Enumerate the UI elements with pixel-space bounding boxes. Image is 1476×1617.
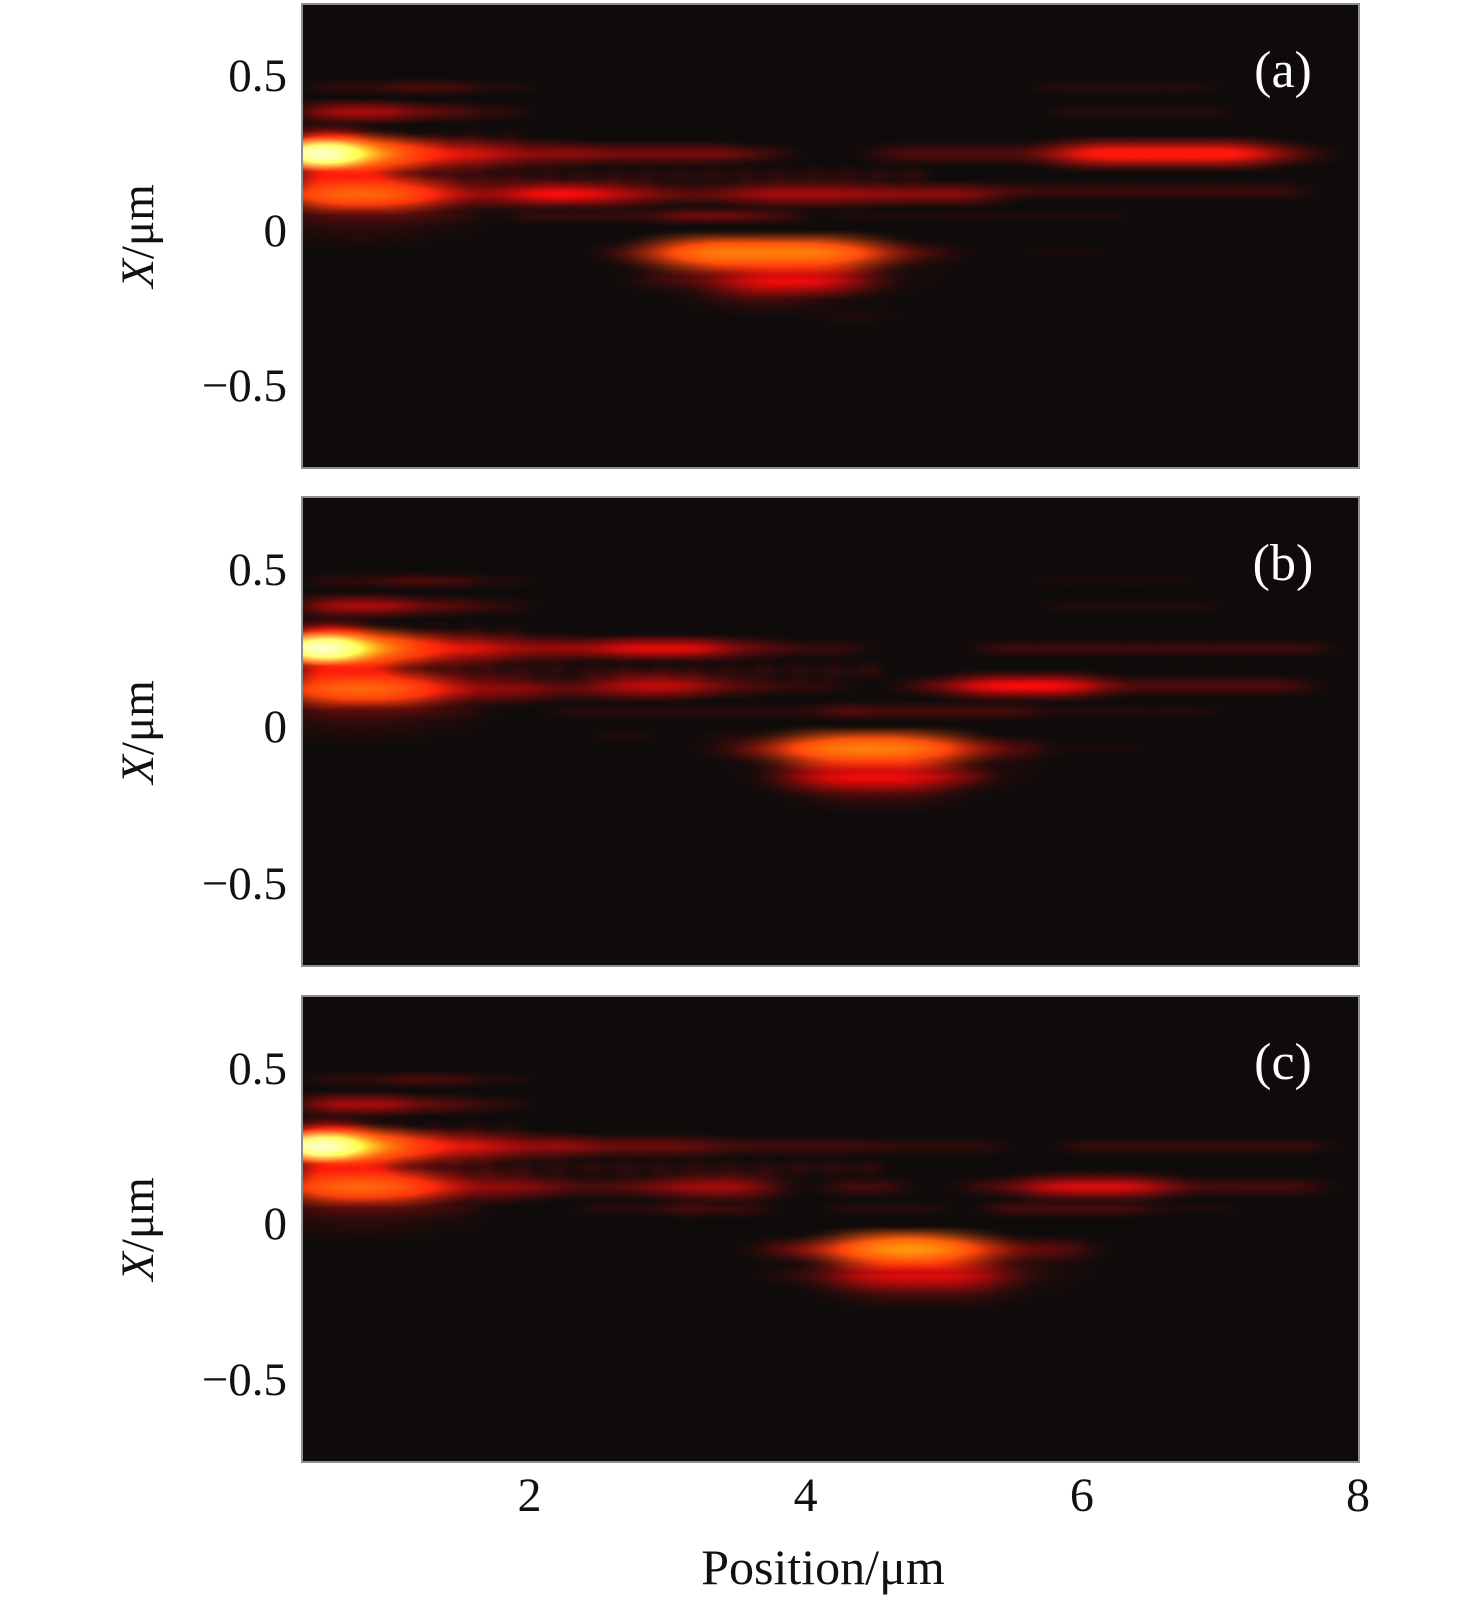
heatmap-panel-c [301,995,1360,1463]
panel-label-c: (c) [1254,1034,1312,1091]
y-tick-label: −0.5 [201,857,287,910]
x-tick-label: 4 [793,1469,818,1522]
heatmap-panel-b [301,496,1360,967]
panel-label-a: (a) [1254,42,1312,99]
y-tick-label: 0.5 [228,544,287,597]
y-axis-units: /μm [112,679,164,755]
y-tick-label: −0.5 [201,360,287,413]
x-axis-label: Position/μm [701,1539,945,1595]
y-axis-symbol: X [112,1252,164,1281]
y-tick-label: 0.5 [228,1042,287,1095]
y-axis-label-panel-b: X/μm [109,612,167,852]
x-tick-label: 2 [517,1469,542,1522]
x-tick-label: 8 [1346,1469,1370,1522]
y-tick-label: 0 [263,1198,288,1251]
y-axis-units: /μm [112,1177,164,1253]
y-axis-symbol: X [112,259,164,288]
y-axis-symbol: X [112,754,164,784]
y-axis-label-panel-a: X/μm [109,116,167,356]
x-tick-label: 6 [1069,1469,1094,1522]
y-tick-label: −0.5 [201,1354,287,1407]
heatmap-panel-a [301,3,1360,469]
panel-label-b: (b) [1252,535,1314,592]
y-axis-label-panel-c: X/μm [109,1109,167,1349]
y-tick-label: 0 [263,700,288,753]
y-tick-label: 0 [263,205,288,258]
y-tick-label: 0.5 [228,50,287,103]
y-axis-units: /μm [112,184,164,260]
